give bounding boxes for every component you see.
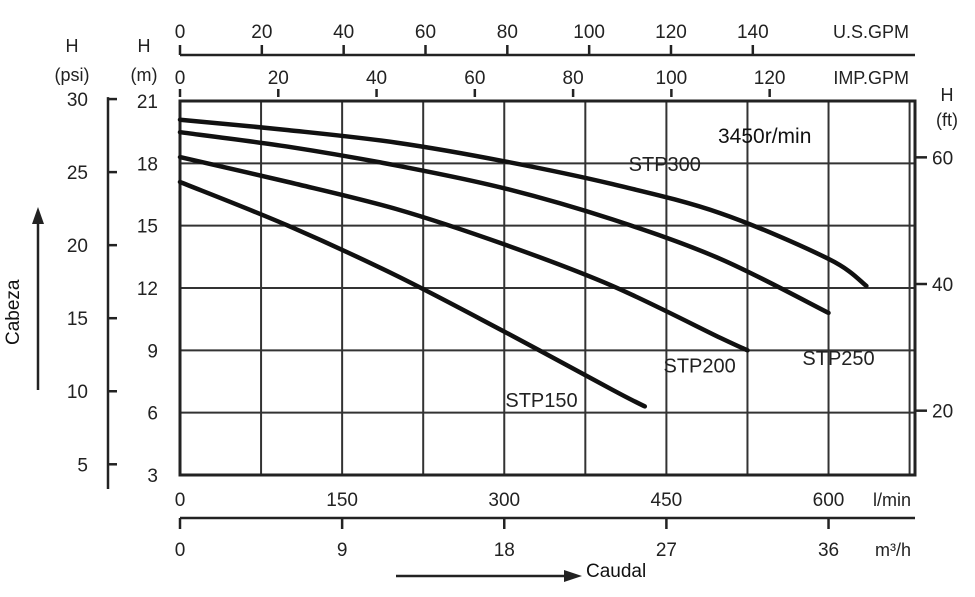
axes: 36912151821H(m)51015202530H(psi)204060H(… <box>55 22 959 561</box>
y-ft-label-top: H <box>941 85 954 105</box>
y-ft-label-unit: (ft) <box>936 110 958 130</box>
y-axis-arrow-head <box>32 207 44 224</box>
series-labels: STP150 STP200 STP250 STP300 <box>505 154 874 412</box>
curve-stp300 <box>177 117 869 289</box>
y-psi-tick-label: 30 <box>67 90 88 111</box>
x-lmin-tick-label: 0 <box>175 490 186 511</box>
y-ft-tick-label: 40 <box>932 275 953 296</box>
x-usgpm-tick-label: 20 <box>251 22 272 43</box>
x-m3h-unit: m³/h <box>875 540 911 560</box>
x-usgpm-tick-label: 100 <box>573 22 605 43</box>
speed-annotation: 3450r/min <box>718 125 811 148</box>
x-m3h-tick-label: 0 <box>175 540 186 561</box>
x-impgpm-tick-label: 80 <box>563 68 584 89</box>
curve-stp150 <box>177 179 648 409</box>
x-m3h-tick-label: 27 <box>656 540 677 561</box>
x-axis-word: Caudal <box>586 561 646 582</box>
x-lmin-tick-label: 600 <box>813 490 845 511</box>
y-m-tick-label: 12 <box>137 279 158 300</box>
y-m-tick-label: 6 <box>147 404 158 425</box>
chart-grid <box>180 100 915 475</box>
curve-stp200 <box>177 154 750 353</box>
x-impgpm-unit: IMP.GPM <box>833 68 909 88</box>
x-usgpm-tick-label: 60 <box>415 22 436 43</box>
y-m-tick-label: 3 <box>147 466 158 487</box>
x-m3h-tick-label: 18 <box>494 540 515 561</box>
x-usgpm-tick-label: 0 <box>175 22 186 43</box>
x-lmin-tick-label: 450 <box>651 490 683 511</box>
y-psi-tick-label: 10 <box>67 382 88 403</box>
curve-stp250 <box>177 129 831 316</box>
x-impgpm-tick-label: 20 <box>268 68 289 89</box>
y-m-label-unit: (m) <box>131 65 158 85</box>
x-axis-arrow-head <box>564 570 582 582</box>
x-impgpm-tick-label: 60 <box>464 68 485 89</box>
x-usgpm-tick-label: 40 <box>333 22 354 43</box>
x-m3h-tick-label: 36 <box>818 540 839 561</box>
x-usgpm-tick-label: 80 <box>497 22 518 43</box>
y-psi-tick-label: 15 <box>67 309 88 330</box>
x-impgpm-tick-label: 100 <box>656 68 688 89</box>
x-lmin-tick-label: 300 <box>488 490 520 511</box>
x-lmin-unit: l/min <box>873 490 911 510</box>
y-psi-tick-label: 20 <box>67 236 88 257</box>
x-usgpm-tick-label: 120 <box>655 22 687 43</box>
y-ft-tick-label: 20 <box>932 402 953 423</box>
y-ft-tick-label: 60 <box>932 148 953 169</box>
y-psi-label-top: H <box>66 36 79 56</box>
x-axis-word-group: Caudal <box>396 561 646 582</box>
y-m-label-top: H <box>138 36 151 56</box>
y-m-tick-label: 9 <box>147 341 158 362</box>
y-axis-word: Cabeza <box>3 279 24 345</box>
y-axis-word-group: Cabeza <box>3 207 44 390</box>
x-usgpm-tick-label: 140 <box>737 22 769 43</box>
series-label-stp250: STP250 <box>802 348 874 370</box>
y-psi-tick-label: 5 <box>77 455 88 476</box>
x-impgpm-tick-label: 120 <box>754 68 786 89</box>
y-m-tick-label: 18 <box>137 154 158 175</box>
x-m3h-tick-label: 9 <box>337 540 348 561</box>
y-m-tick-label: 21 <box>137 92 158 113</box>
y-psi-tick-label: 25 <box>67 163 88 184</box>
y-psi-label-unit: (psi) <box>55 65 90 85</box>
series-label-stp150: STP150 <box>505 390 577 412</box>
x-impgpm-tick-label: 40 <box>366 68 387 89</box>
plot-frame <box>178 99 917 477</box>
x-lmin-tick-label: 150 <box>326 490 358 511</box>
series-label-stp200: STP200 <box>663 356 735 378</box>
performance-curves <box>177 117 869 409</box>
x-usgpm-unit: U.S.GPM <box>833 22 909 42</box>
series-label-stp300: STP300 <box>629 154 701 176</box>
x-impgpm-tick-label: 0 <box>175 68 186 89</box>
y-m-tick-label: 15 <box>137 217 158 238</box>
